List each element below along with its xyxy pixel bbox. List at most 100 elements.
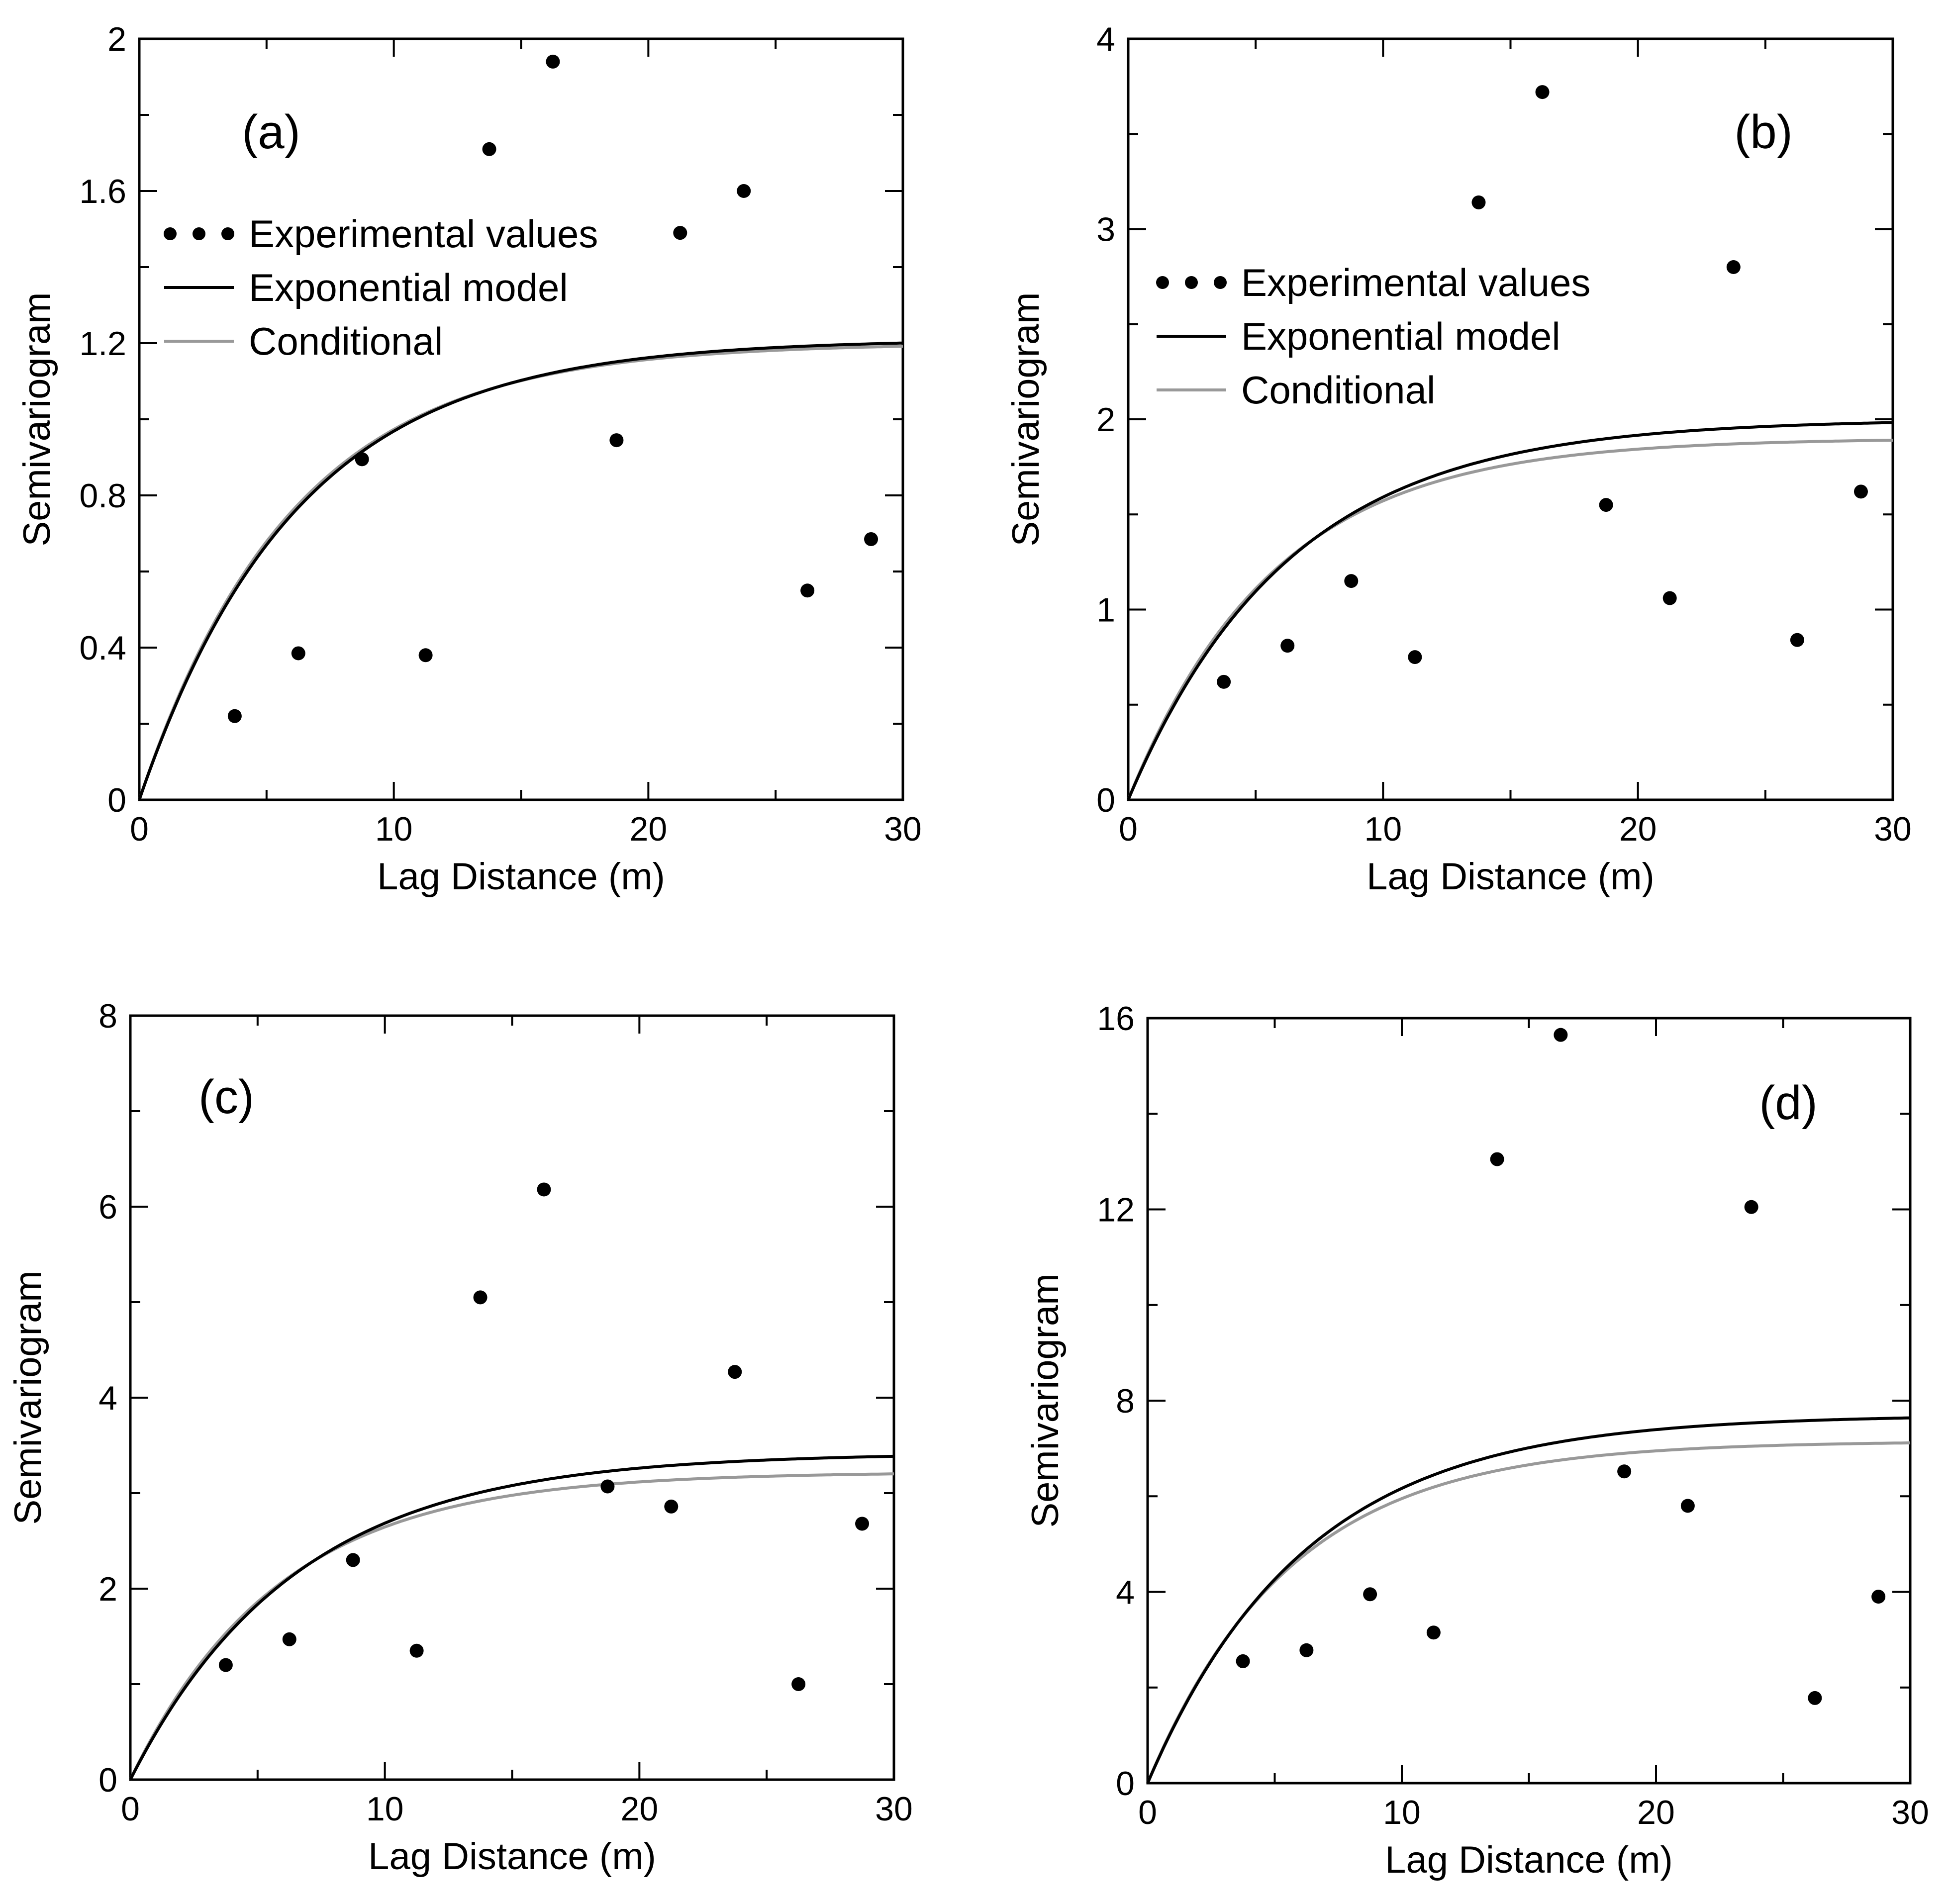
experimental-point bbox=[1363, 1587, 1377, 1602]
y-tick-label: 16 bbox=[1097, 1000, 1135, 1038]
experimental-point bbox=[1680, 1499, 1695, 1513]
panel-label: (c) bbox=[198, 1070, 254, 1124]
y-tick-label: 3 bbox=[1096, 211, 1115, 249]
legend-marker-experimental bbox=[221, 227, 234, 240]
experimental-point bbox=[1408, 650, 1422, 665]
x-tick-label: 0 bbox=[130, 810, 149, 848]
legend-label-experimental: Experimental values bbox=[249, 212, 598, 256]
legend-label-conditional: Conditional bbox=[1241, 368, 1435, 412]
y-axis-title: Semivariogram bbox=[1005, 292, 1047, 546]
experimental-point bbox=[1426, 1625, 1441, 1640]
conditional-curve bbox=[1127, 439, 1893, 801]
y-axis-title: Semivariogram bbox=[16, 292, 58, 546]
experimental-point bbox=[1344, 574, 1359, 588]
experimental-point bbox=[609, 433, 624, 448]
y-axis-title: Semivariogram bbox=[1024, 1273, 1067, 1527]
conditional-curve bbox=[138, 345, 903, 800]
experimental-point bbox=[409, 1643, 424, 1658]
experimental-point bbox=[1726, 260, 1741, 274]
experimental-point bbox=[1236, 1654, 1250, 1668]
experimental-point bbox=[600, 1479, 615, 1494]
experimental-point bbox=[355, 452, 369, 467]
y-tick-label: 4 bbox=[98, 1379, 117, 1417]
experimental-point bbox=[227, 709, 242, 723]
y-tick-label: 4 bbox=[1096, 20, 1115, 58]
y-tick-label: 0 bbox=[98, 1761, 117, 1799]
experimental-point bbox=[1217, 674, 1231, 689]
legend-marker-experimental bbox=[193, 227, 205, 240]
panel-a: 0 10 20 30 0 0.4 0.8 1.2 1.6 2 Lag Distance (m) Sem… bbox=[16, 20, 922, 898]
x-tick-label: 30 bbox=[875, 1790, 913, 1828]
y-axis-title: Semivariogram bbox=[7, 1270, 49, 1524]
experimental-point bbox=[864, 532, 878, 546]
y-tick-label: 0 bbox=[1096, 781, 1115, 819]
y-tick-label: 6 bbox=[98, 1188, 117, 1226]
panel-label: (a) bbox=[242, 105, 300, 159]
panel-d: 0 10 20 30 0 4 8 12 16 Lag Distance (m) Semivariog… bbox=[1024, 1000, 1929, 1881]
experimental-point bbox=[1853, 484, 1868, 499]
legend-marker-experimental bbox=[164, 227, 177, 240]
panel-label: (b) bbox=[1734, 105, 1792, 159]
x-axis-title: Lag Distance (m) bbox=[1385, 1839, 1673, 1881]
experimental-point bbox=[1871, 1590, 1886, 1604]
experimental-point bbox=[1490, 1152, 1504, 1166]
x-tick-label: 30 bbox=[884, 810, 922, 848]
experimental-point bbox=[1554, 1028, 1568, 1042]
x-tick-label: 10 bbox=[1365, 810, 1402, 848]
y-tick-label: 1 bbox=[1096, 591, 1115, 629]
experimental-point bbox=[1599, 498, 1613, 512]
x-axis-title: Lag Distance (m) bbox=[1366, 856, 1655, 898]
experimental-point bbox=[418, 648, 433, 663]
experimental-point bbox=[1280, 639, 1295, 653]
experimental-point bbox=[482, 142, 496, 156]
experimental-point bbox=[728, 1365, 742, 1379]
x-axis-title: Lag Distance (m) bbox=[377, 856, 665, 898]
y-tick-label: 8 bbox=[1116, 1382, 1135, 1420]
x-tick-label: 20 bbox=[621, 1790, 659, 1828]
x-axis-title: Lag Distance (m) bbox=[368, 1835, 656, 1878]
y-tick-label: 1.2 bbox=[79, 325, 126, 363]
y-tick-label: 8 bbox=[98, 997, 117, 1035]
panel-b: 0 10 20 30 0 1 2 3 4 Lag Distance (m) Semivariogra… bbox=[1005, 20, 1912, 898]
y-tick-label: 12 bbox=[1097, 1191, 1135, 1229]
x-tick-label: 0 bbox=[121, 1790, 140, 1828]
experimental-point bbox=[473, 1290, 488, 1305]
panel-label: (d) bbox=[1759, 1076, 1817, 1130]
y-tick-label: 2 bbox=[107, 20, 126, 58]
experimental-point bbox=[218, 1658, 233, 1672]
experimental-point bbox=[1662, 591, 1677, 605]
experimental-point bbox=[855, 1517, 870, 1531]
experimental-point bbox=[346, 1553, 360, 1567]
experimental-point bbox=[282, 1632, 296, 1646]
x-tick-label: 10 bbox=[375, 810, 413, 848]
experimental-point bbox=[537, 1182, 551, 1197]
experimental-point bbox=[1790, 633, 1804, 647]
conditional-curve bbox=[1146, 1441, 1911, 1784]
x-tick-label: 0 bbox=[1138, 1794, 1157, 1831]
experimental-point bbox=[1744, 1200, 1758, 1214]
experimental-point bbox=[291, 646, 305, 661]
experimental-point bbox=[1535, 85, 1550, 99]
experimental-point bbox=[664, 1499, 679, 1514]
legend-marker-experimental bbox=[1185, 276, 1198, 289]
y-tick-label: 0 bbox=[107, 781, 126, 819]
experimental-point bbox=[791, 1677, 806, 1691]
experimental-point bbox=[737, 184, 751, 198]
exponential-model-curve bbox=[1127, 421, 1893, 801]
exponential-model-curve bbox=[129, 1454, 894, 1781]
y-tick-label: 2 bbox=[1096, 401, 1115, 439]
x-tick-label: 20 bbox=[630, 810, 668, 848]
legend-label-exponential: Exponential model bbox=[1241, 314, 1560, 358]
legend: Experimental values Exponential model Cond… bbox=[164, 212, 598, 363]
x-tick-label: 20 bbox=[1619, 810, 1657, 848]
legend-label-experimental: Experimental values bbox=[1241, 261, 1590, 304]
experimental-point bbox=[546, 54, 560, 69]
exponential-model-curve bbox=[1146, 1416, 1911, 1784]
x-tick-label: 0 bbox=[1119, 810, 1138, 848]
x-tick-label: 20 bbox=[1637, 1794, 1675, 1831]
experimental-point bbox=[800, 583, 815, 598]
exponential-model-curve bbox=[138, 341, 903, 800]
experimental-point bbox=[1808, 1691, 1822, 1705]
y-tick-label: 4 bbox=[1116, 1574, 1135, 1612]
